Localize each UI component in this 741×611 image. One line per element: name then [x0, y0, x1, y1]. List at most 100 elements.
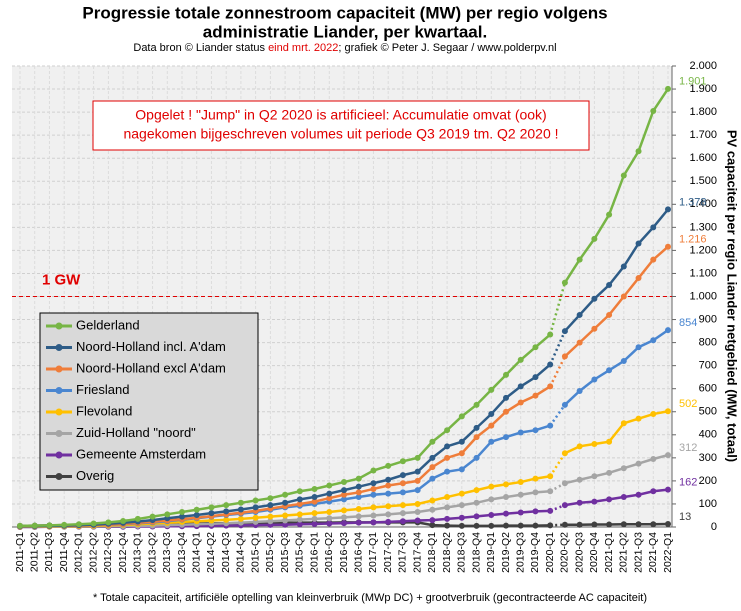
data-point: [355, 494, 362, 501]
x-tick-label: 2021-Q1: [603, 532, 615, 573]
data-point: [606, 311, 613, 318]
data-point: [606, 521, 613, 528]
data-point: [399, 458, 406, 465]
data-point: [547, 507, 554, 514]
x-tick-label: 2014-Q2: [205, 532, 217, 573]
legend-label: Gemeente Amsterdam: [76, 446, 206, 461]
data-point: [473, 522, 480, 529]
subtitle-part: Data bron © Liander status: [133, 42, 268, 54]
y-tick-label: 1.700: [689, 129, 717, 141]
data-point: [311, 515, 318, 522]
data-point: [399, 518, 406, 525]
data-point: [429, 438, 436, 445]
data-point: [120, 518, 127, 525]
data-point: [370, 480, 377, 487]
data-point: [311, 521, 318, 528]
x-tick-label: 2011-Q2: [29, 532, 41, 572]
data-point: [503, 522, 509, 529]
data-point: [164, 511, 171, 518]
data-point: [414, 500, 421, 507]
data-point: [488, 522, 495, 529]
x-tick-label: 2012-Q4: [117, 532, 129, 573]
data-point: [208, 504, 215, 511]
end-label: 312: [679, 442, 697, 454]
data-point: [223, 508, 230, 515]
data-point: [561, 502, 568, 509]
data-point: [517, 479, 524, 486]
y-tick-label: 1.900: [689, 83, 717, 95]
x-tick-label: 2014-Q3: [220, 532, 232, 573]
legend-marker: [55, 430, 63, 437]
data-point: [532, 522, 539, 529]
y-tick-label: 600: [699, 383, 717, 395]
data-point: [458, 502, 465, 509]
legend: Gelderland Noord-Holland incl. A'dam Noord…: [39, 312, 259, 491]
legend-label: Noord-Holland excl A'dam: [76, 360, 226, 375]
data-point: [561, 521, 568, 528]
data-point: [252, 504, 259, 511]
x-tick-label: 2016-Q4: [353, 532, 365, 573]
data-point: [385, 518, 392, 525]
data-point: [635, 415, 642, 422]
legend-marker: [55, 451, 63, 459]
y-tick-label: 1.000: [689, 290, 717, 302]
data-point: [341, 479, 347, 486]
data-point: [458, 514, 465, 521]
x-tick-label: 2015-Q2: [264, 532, 276, 573]
legend-label: Gelderland: [76, 317, 140, 332]
data-point: [591, 521, 598, 528]
data-point: [282, 499, 289, 506]
data-point: [193, 512, 200, 519]
data-point: [414, 477, 421, 484]
legend-label: Overig: [76, 468, 114, 483]
legend-marker: [55, 473, 63, 480]
x-tick-label: 2017-Q4: [411, 532, 423, 573]
y-tick-label: 1.400: [689, 198, 717, 210]
data-point: [458, 466, 465, 473]
data-point: [179, 509, 185, 516]
data-point: [488, 422, 495, 429]
x-tick-label: 2019-Q3: [515, 532, 527, 573]
y-tick-label: 300: [699, 452, 717, 464]
data-point: [650, 224, 657, 231]
data-point: [370, 491, 377, 498]
data-point: [237, 506, 244, 513]
data-point: [267, 495, 274, 502]
data-point: [473, 434, 480, 441]
data-point: [620, 494, 627, 501]
data-point: [665, 452, 671, 459]
x-tick-label: 2013-Q2: [146, 532, 158, 573]
data-point: [635, 148, 642, 155]
data-point: [620, 420, 627, 427]
data-point: [591, 441, 598, 448]
data-point: [635, 275, 642, 282]
data-point: [591, 235, 598, 242]
data-point: [296, 516, 303, 523]
data-point: [473, 454, 480, 461]
jump-connector: [549, 330, 567, 366]
y-axis-title: PV capaciteit per regio Liander netgebie…: [725, 130, 740, 462]
data-point: [385, 482, 392, 489]
chart-title: administratie Liander, per kwartaal.: [203, 22, 487, 41]
data-point: [635, 521, 642, 528]
data-point: [444, 427, 451, 434]
data-point: [134, 515, 141, 522]
x-tick-label: 2015-Q3: [279, 532, 291, 573]
data-point: [503, 510, 509, 517]
data-point: [517, 522, 524, 529]
data-point: [606, 438, 613, 445]
data-point: [650, 488, 657, 495]
data-point: [414, 487, 421, 494]
data-point: [282, 521, 289, 528]
data-point: [355, 506, 362, 513]
data-point: [267, 518, 274, 525]
data-point: [488, 411, 495, 418]
end-label: 162: [679, 477, 697, 489]
data-point: [620, 465, 627, 472]
data-point: [576, 256, 583, 263]
data-point: [606, 281, 613, 288]
data-point: [665, 521, 671, 528]
data-point: [444, 494, 451, 501]
data-point: [444, 468, 451, 475]
